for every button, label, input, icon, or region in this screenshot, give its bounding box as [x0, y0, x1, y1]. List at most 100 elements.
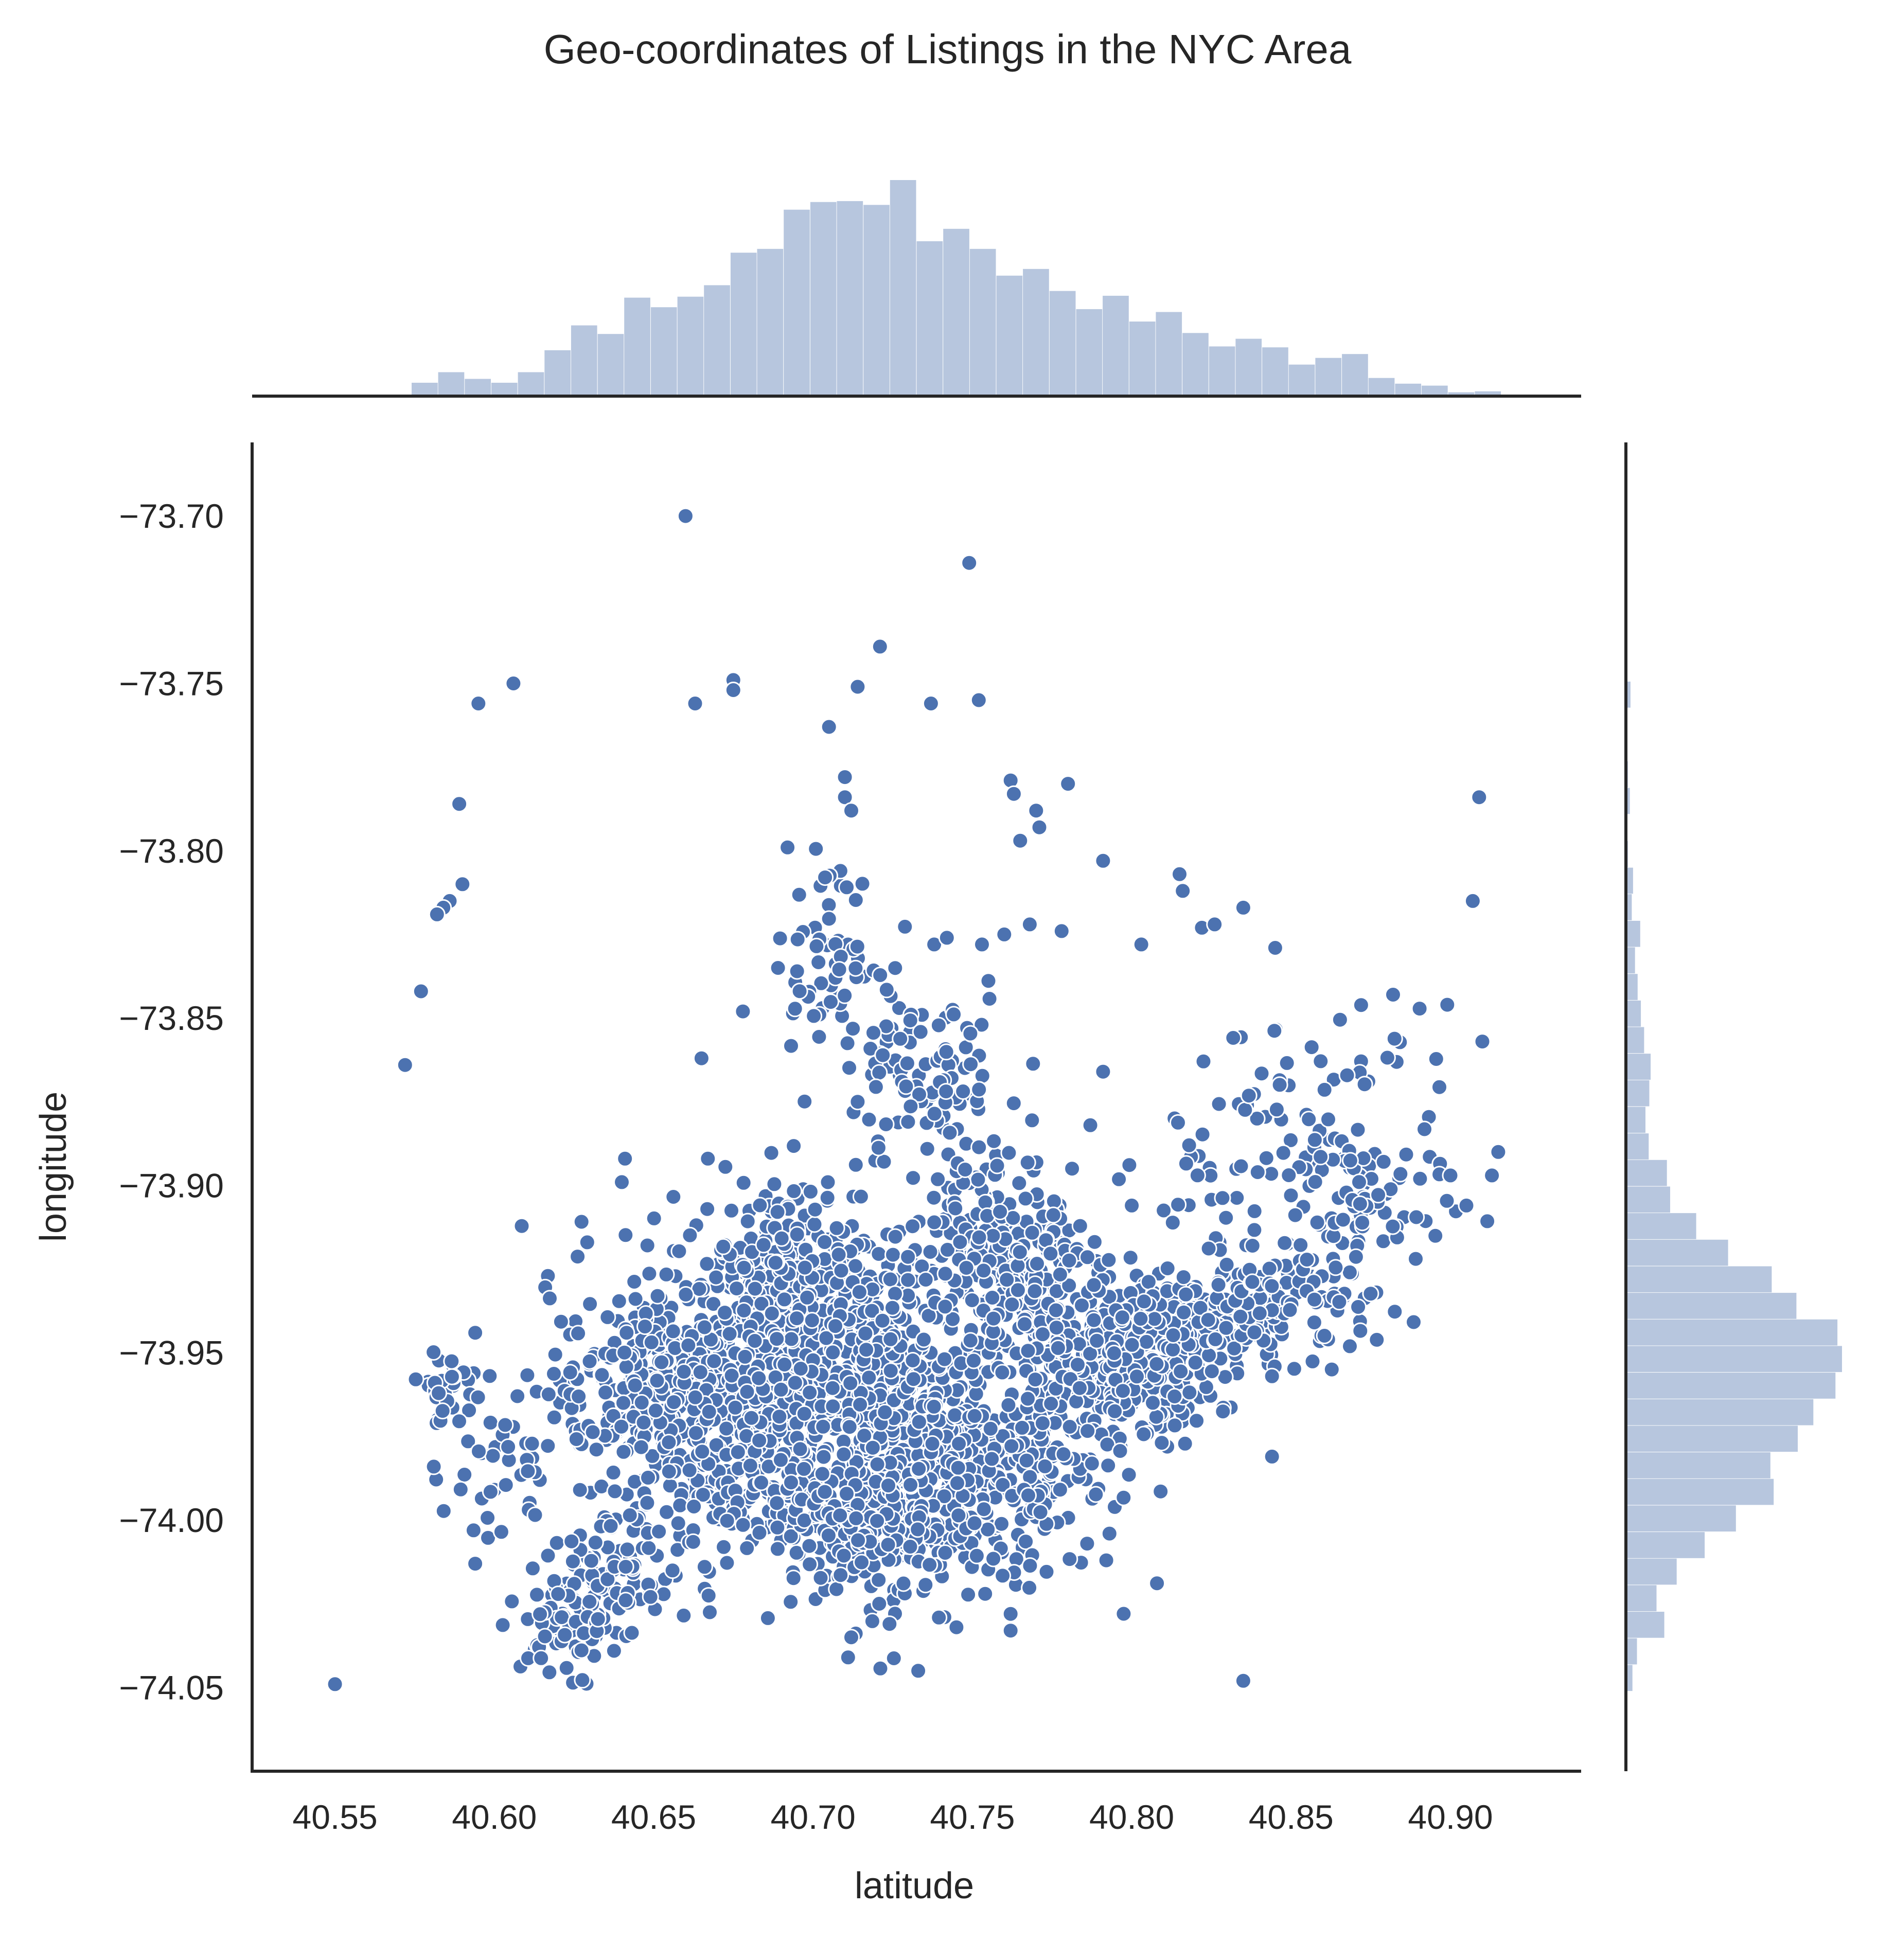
data-point — [593, 1366, 611, 1384]
data-point — [492, 1523, 510, 1541]
data-point — [1397, 1146, 1415, 1163]
data-point — [1028, 802, 1045, 819]
data-point — [801, 1384, 819, 1401]
data-point — [1214, 1189, 1231, 1207]
data-point — [1136, 1293, 1153, 1310]
data-point — [636, 1318, 653, 1335]
data-point — [970, 691, 987, 709]
data-point — [1121, 1156, 1138, 1174]
data-point — [905, 1169, 922, 1187]
data-point — [545, 1409, 563, 1426]
data-point — [1002, 1622, 1019, 1640]
histogram-bar — [1626, 1612, 1664, 1638]
data-point — [452, 1481, 469, 1498]
data-point — [1268, 1101, 1285, 1118]
data-point — [494, 1616, 511, 1634]
data-point — [947, 1200, 964, 1217]
data-point — [843, 1629, 860, 1646]
data-point — [467, 1555, 484, 1573]
data-point — [1200, 1240, 1217, 1257]
histogram-bar — [1626, 1160, 1667, 1186]
data-point — [830, 961, 848, 978]
data-point — [1356, 1076, 1373, 1093]
data-point — [1019, 1342, 1037, 1360]
x-tick-label: 40.65 — [611, 1798, 696, 1836]
data-point — [981, 990, 998, 1007]
data-point — [876, 1403, 894, 1421]
data-point — [1266, 1022, 1283, 1040]
data-point — [819, 1173, 837, 1191]
data-point — [1199, 1311, 1217, 1329]
data-point — [326, 1676, 344, 1693]
data-point — [665, 1394, 683, 1411]
data-point — [962, 1056, 980, 1073]
data-point — [1164, 1327, 1182, 1344]
data-point — [1189, 1167, 1206, 1184]
data-point — [984, 1289, 1001, 1306]
histogram-bar — [1626, 1373, 1836, 1399]
data-point — [838, 879, 856, 896]
data-point — [1069, 1356, 1086, 1374]
data-point — [1083, 1455, 1101, 1472]
data-point — [1351, 1173, 1368, 1191]
data-point — [693, 1049, 710, 1067]
data-point — [1152, 1483, 1170, 1500]
data-point — [563, 1533, 580, 1550]
data-point — [545, 1365, 562, 1382]
data-point — [836, 987, 854, 1004]
data-point — [753, 1474, 770, 1491]
data-point — [1023, 1112, 1041, 1129]
data-point — [1042, 1245, 1059, 1262]
histogram-bar — [1368, 378, 1395, 396]
data-point — [871, 1064, 888, 1081]
x-tick-label: 40.60 — [452, 1798, 537, 1836]
data-point — [1164, 1341, 1181, 1358]
data-point — [1327, 1259, 1344, 1276]
data-point — [941, 1124, 959, 1142]
data-point — [715, 1538, 732, 1556]
data-point — [718, 1512, 736, 1529]
data-point — [830, 1246, 847, 1263]
data-point — [833, 1262, 850, 1279]
data-point — [1021, 916, 1038, 933]
data-point — [786, 1000, 804, 1018]
data-point — [736, 1348, 754, 1365]
data-point — [773, 1230, 790, 1247]
data-point — [616, 1344, 633, 1361]
data-point — [1304, 1352, 1321, 1370]
data-point — [1172, 1363, 1190, 1380]
data-point — [1017, 1533, 1035, 1551]
data-point — [1020, 1487, 1037, 1504]
data-point — [1217, 1319, 1235, 1337]
data-point — [692, 1363, 709, 1381]
data-point — [788, 963, 806, 980]
data-point — [1170, 1114, 1186, 1131]
data-point — [1261, 1260, 1278, 1277]
data-point — [523, 1435, 541, 1452]
histogram-bar — [1448, 392, 1475, 396]
data-point — [839, 1649, 857, 1666]
data-point — [994, 1476, 1012, 1493]
data-point — [750, 1369, 768, 1387]
data-point — [1312, 1148, 1330, 1166]
data-point — [532, 1606, 549, 1623]
data-point — [841, 1418, 858, 1436]
data-point — [1101, 1525, 1118, 1542]
data-point — [1177, 1286, 1195, 1303]
data-point — [772, 1451, 789, 1469]
data-point — [806, 1216, 823, 1233]
data-point — [670, 1242, 688, 1260]
data-point — [1280, 1167, 1298, 1184]
data-point — [1026, 1371, 1044, 1388]
data-point — [470, 695, 487, 712]
data-point — [632, 1438, 650, 1456]
data-point — [1226, 1340, 1243, 1357]
y-tick-label: −73.95 — [119, 1334, 224, 1372]
data-point — [615, 1443, 632, 1460]
data-point — [699, 1200, 716, 1218]
data-point — [1166, 1388, 1183, 1405]
histogram-bar — [1023, 269, 1049, 396]
data-point — [1246, 1221, 1263, 1239]
data-point — [824, 1344, 842, 1361]
